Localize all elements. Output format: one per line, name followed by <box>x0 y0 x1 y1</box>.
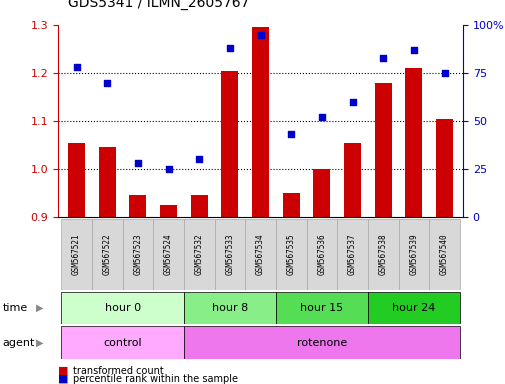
Text: time: time <box>3 303 28 313</box>
Text: hour 8: hour 8 <box>212 303 247 313</box>
Bar <box>245 219 275 290</box>
Bar <box>129 195 146 217</box>
Bar <box>183 219 214 290</box>
Bar <box>374 83 391 217</box>
Bar <box>275 292 367 324</box>
Point <box>164 166 172 172</box>
Text: GSM567539: GSM567539 <box>409 233 418 275</box>
Bar <box>428 219 459 290</box>
Text: agent: agent <box>3 338 35 348</box>
Text: transformed count: transformed count <box>73 366 164 376</box>
Bar <box>398 219 428 290</box>
Point <box>378 55 386 61</box>
Text: GSM567536: GSM567536 <box>317 233 326 275</box>
Point <box>409 47 417 53</box>
Text: ■: ■ <box>58 366 69 376</box>
Bar <box>367 219 398 290</box>
Point <box>225 45 233 51</box>
Bar <box>183 292 275 324</box>
Bar <box>405 68 422 217</box>
Text: hour 15: hour 15 <box>300 303 343 313</box>
Text: GSM567532: GSM567532 <box>194 233 204 275</box>
Bar <box>122 219 153 290</box>
Text: GSM567540: GSM567540 <box>439 233 448 275</box>
Point <box>348 99 356 105</box>
Point <box>103 79 111 86</box>
Point <box>287 131 295 137</box>
Text: GSM567534: GSM567534 <box>256 233 265 275</box>
Text: GSM567521: GSM567521 <box>72 233 81 275</box>
Text: hour 24: hour 24 <box>391 303 435 313</box>
Bar <box>214 219 245 290</box>
Bar <box>61 326 183 359</box>
Text: GSM567522: GSM567522 <box>103 233 112 275</box>
Point <box>72 64 80 70</box>
Text: ■: ■ <box>58 374 69 384</box>
Text: ▶: ▶ <box>36 303 44 313</box>
Bar <box>435 119 452 217</box>
Text: GSM567535: GSM567535 <box>286 233 295 275</box>
Bar <box>306 219 337 290</box>
Text: hour 0: hour 0 <box>105 303 140 313</box>
Text: GSM567523: GSM567523 <box>133 233 142 275</box>
Bar <box>275 219 306 290</box>
Bar <box>282 193 299 217</box>
Bar <box>367 292 459 324</box>
Text: GSM567533: GSM567533 <box>225 233 234 275</box>
Bar <box>343 142 360 217</box>
Bar <box>190 195 207 217</box>
Bar <box>337 219 367 290</box>
Point <box>317 114 325 120</box>
Text: rotenone: rotenone <box>296 338 346 348</box>
Text: ▶: ▶ <box>36 338 44 348</box>
Bar <box>183 326 459 359</box>
Bar <box>313 169 330 217</box>
Bar <box>61 219 92 290</box>
Text: GSM567537: GSM567537 <box>347 233 357 275</box>
Text: control: control <box>103 338 141 348</box>
Bar <box>221 71 238 217</box>
Point <box>256 31 264 38</box>
Bar <box>160 205 177 217</box>
Bar <box>68 142 85 217</box>
Bar <box>61 292 183 324</box>
Bar <box>251 27 269 217</box>
Bar <box>153 219 183 290</box>
Text: percentile rank within the sample: percentile rank within the sample <box>73 374 238 384</box>
Bar <box>98 147 116 217</box>
Bar <box>92 219 122 290</box>
Text: GDS5341 / ILMN_2605767: GDS5341 / ILMN_2605767 <box>68 0 249 10</box>
Point <box>134 160 142 166</box>
Point <box>440 70 448 76</box>
Point <box>195 156 203 162</box>
Text: GSM567538: GSM567538 <box>378 233 387 275</box>
Text: GSM567524: GSM567524 <box>164 233 173 275</box>
